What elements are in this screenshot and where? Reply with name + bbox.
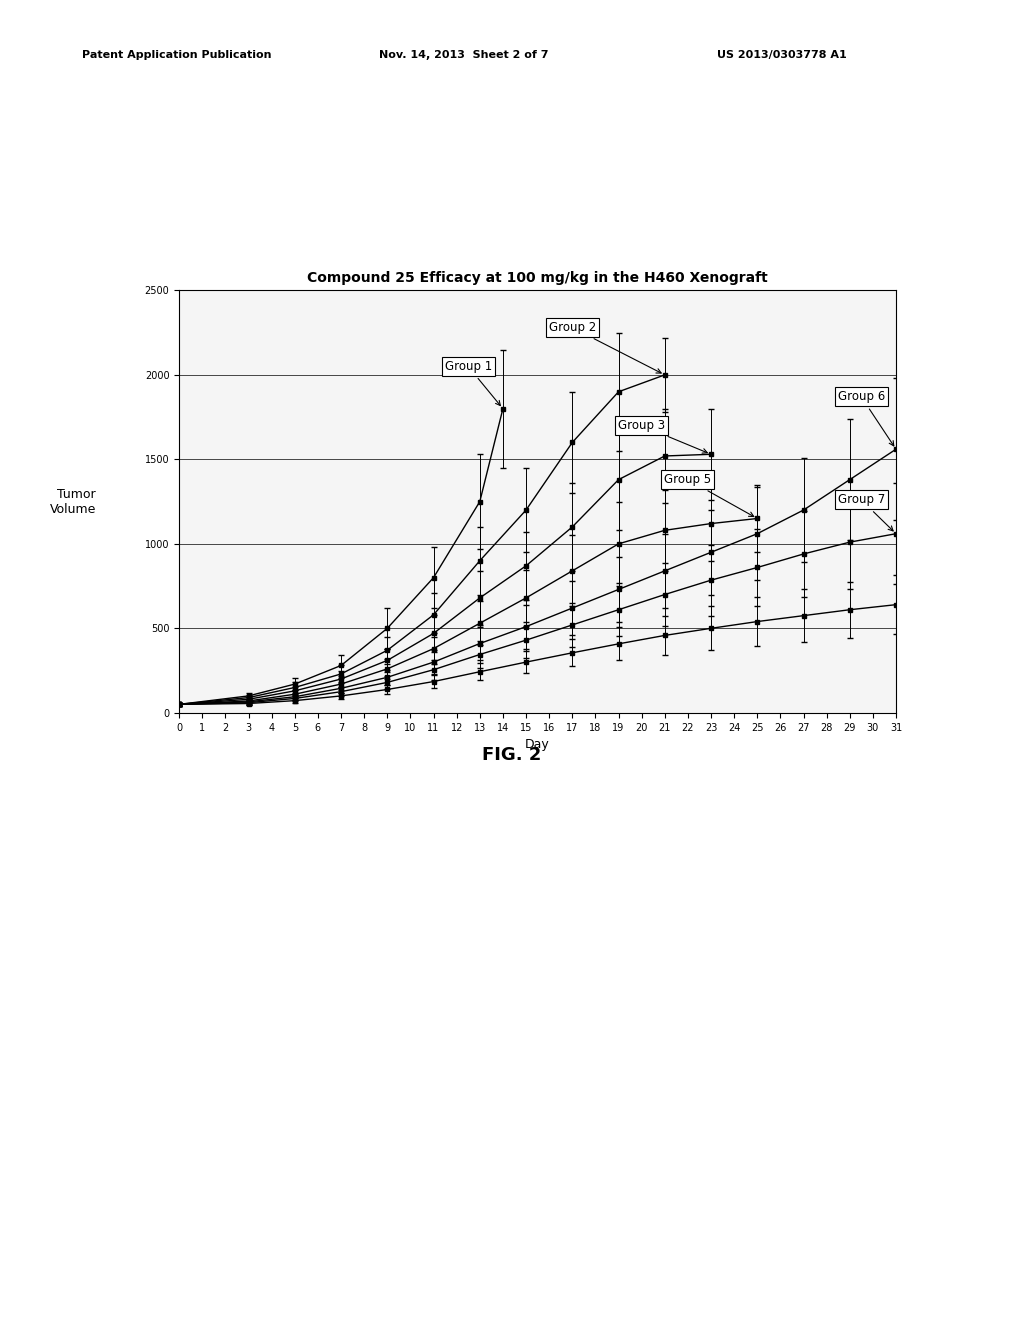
Text: Nov. 14, 2013  Sheet 2 of 7: Nov. 14, 2013 Sheet 2 of 7 <box>379 50 549 61</box>
Text: US 2013/0303778 A1: US 2013/0303778 A1 <box>717 50 847 61</box>
Text: Group 6: Group 6 <box>838 391 894 446</box>
Title: Compound 25 Efficacy at 100 mg/kg in the H460 Xenograft: Compound 25 Efficacy at 100 mg/kg in the… <box>307 271 768 285</box>
Text: Group 5: Group 5 <box>665 473 754 516</box>
Text: Group 2: Group 2 <box>549 321 662 374</box>
Text: Group 1: Group 1 <box>444 360 501 405</box>
Text: Group 3: Group 3 <box>618 418 708 453</box>
X-axis label: Day: Day <box>525 738 550 751</box>
Text: FIG. 2: FIG. 2 <box>482 746 542 764</box>
Text: Group 7: Group 7 <box>838 494 893 531</box>
Y-axis label: Tumor
Volume: Tumor Volume <box>50 487 96 516</box>
Text: Patent Application Publication: Patent Application Publication <box>82 50 271 61</box>
